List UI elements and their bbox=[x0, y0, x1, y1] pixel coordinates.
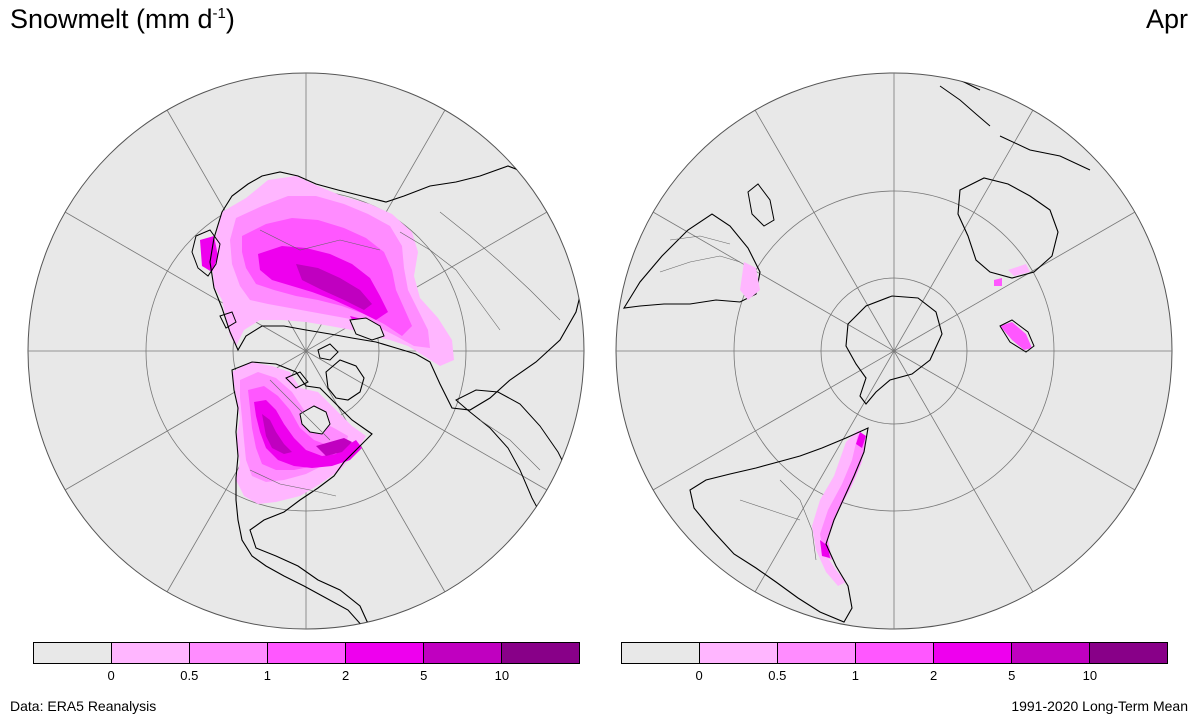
sh-islands bbox=[939, 79, 1101, 171]
sh-borders bbox=[659, 235, 817, 561]
eurasia-land bbox=[209, 165, 584, 411]
title-text: Snowmelt (mm d bbox=[10, 4, 213, 34]
sh-colorbar-tick-label: 10 bbox=[1082, 668, 1098, 683]
africa-south-land bbox=[622, 213, 761, 309]
australia-snowmelt bbox=[994, 264, 1030, 286]
title-close: ) bbox=[225, 4, 235, 34]
australia-land bbox=[957, 177, 1059, 279]
antarctica-land bbox=[845, 295, 943, 405]
title-unit-exponent: -1 bbox=[212, 5, 226, 22]
north-america-land bbox=[231, 361, 373, 629]
new-zealand-snowmelt bbox=[1000, 322, 1032, 350]
africa-snowmelt bbox=[740, 262, 760, 300]
sh-colorbar-bin bbox=[1012, 643, 1090, 663]
sh-colorbar-bin bbox=[778, 643, 856, 663]
nh-colorbar-bin bbox=[346, 643, 424, 663]
sh-colorbar-tick-label: 5 bbox=[1008, 668, 1016, 683]
colorbar-nh-ticks: 0 0.5 1 2 5 10 bbox=[33, 668, 580, 686]
nh-colorbar-bin bbox=[502, 643, 579, 663]
sh-colorbar-bin bbox=[622, 643, 700, 663]
sh-colorbar-bin bbox=[934, 643, 1012, 663]
black-sea bbox=[349, 317, 385, 341]
madagascar-land bbox=[747, 183, 775, 227]
greenland-land bbox=[325, 359, 365, 401]
nh-colorbar-tick-label: 0 bbox=[107, 668, 115, 683]
sh-colorbar-tick-label: 0 bbox=[695, 668, 703, 683]
data-source-label: Data: ERA5 Reanalysis bbox=[10, 698, 157, 714]
month-label: Apr bbox=[1145, 4, 1188, 34]
northern-hemisphere-map bbox=[27, 72, 585, 630]
nh-colorbar-bin bbox=[34, 643, 112, 663]
south-america-land bbox=[689, 427, 869, 623]
sh-colorbar-tick-label: 0.5 bbox=[768, 668, 787, 683]
nh-colorbar-bin bbox=[424, 643, 502, 663]
sh-colorbar-bin bbox=[1090, 643, 1167, 663]
nh-colorbar-bin bbox=[190, 643, 268, 663]
scandinavia-land bbox=[191, 229, 221, 277]
colorbar-nh bbox=[33, 642, 580, 664]
nh-colorbar-bin bbox=[112, 643, 190, 663]
sh-colorbar-tick-label: 2 bbox=[929, 668, 938, 683]
nh-colorbar-tick-label: 5 bbox=[420, 668, 428, 683]
period-label: 1991-2020 Long-Term Mean bbox=[1011, 698, 1188, 714]
north-america-snowmelt bbox=[232, 362, 366, 504]
sh-colorbar-bin bbox=[700, 643, 778, 663]
sh-graticule bbox=[616, 73, 1172, 629]
sh-colorbar-tick-label: 1 bbox=[851, 668, 860, 683]
nh-colorbar-tick-label: 10 bbox=[494, 668, 510, 683]
sh-colorbar-bin bbox=[856, 643, 934, 663]
nh-colorbar-bin bbox=[268, 643, 346, 663]
arctic-islands bbox=[219, 311, 339, 389]
nh-borders bbox=[249, 211, 561, 497]
colorbar-sh bbox=[621, 642, 1168, 664]
chart-title: Snowmelt (mm d-1) bbox=[10, 4, 235, 35]
southern-hemisphere-map bbox=[615, 72, 1173, 630]
new-zealand-land bbox=[999, 319, 1035, 353]
nh-colorbar-tick-label: 1 bbox=[263, 668, 272, 683]
nh-colorbar-tick-label: 2 bbox=[341, 668, 350, 683]
nh-colorbar-tick-label: 0.5 bbox=[180, 668, 199, 683]
colorbar-sh-ticks: 0 0.5 1 2 5 10 bbox=[621, 668, 1168, 686]
hudson-bay bbox=[299, 405, 331, 435]
